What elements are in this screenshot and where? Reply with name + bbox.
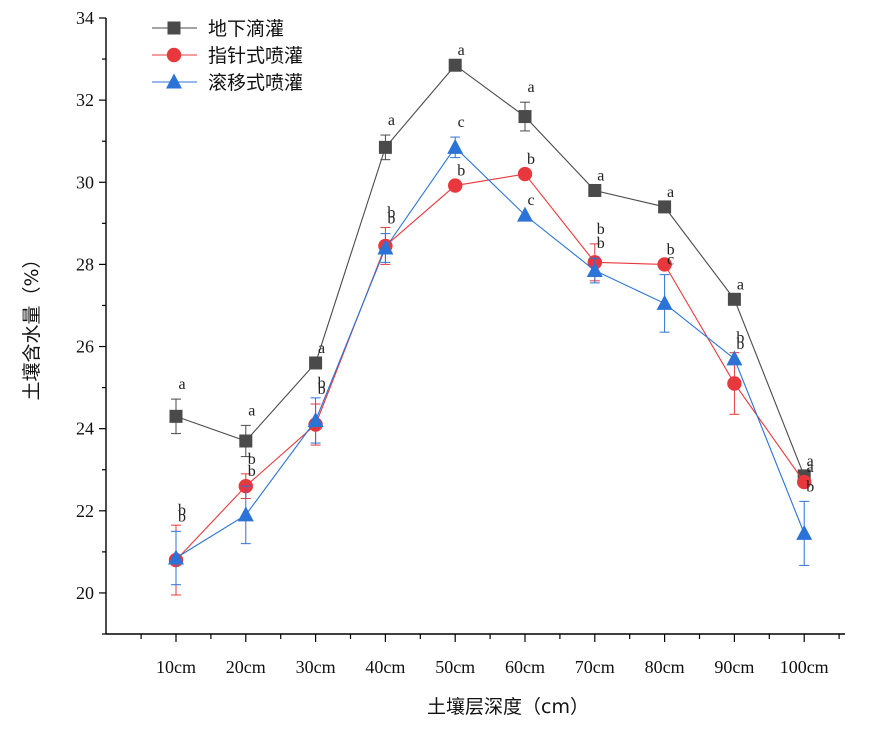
significance-label: b [248, 463, 256, 480]
significance-label: b [597, 221, 605, 238]
significance-label: b [318, 381, 326, 398]
y-tick-label: 26 [76, 337, 94, 357]
significance-label: a [458, 42, 465, 59]
legend-marker [166, 47, 182, 63]
series-2 [168, 166, 812, 596]
data-point [239, 434, 253, 448]
significance-label: b [248, 451, 256, 468]
series-line [175, 64, 805, 477]
significance-label: a [807, 453, 814, 470]
ticks: 20 22 24 26 28 30 32 34 10cm 20cm 30cm 40cm 50cm 60cm… [76, 8, 840, 677]
significance-label: a [318, 340, 325, 357]
data-point [307, 411, 324, 427]
significance-label: c [458, 114, 465, 131]
x-tick-label: 50cm [435, 657, 475, 677]
y-tick-label: 20 [76, 583, 94, 603]
data-point [378, 140, 392, 154]
data-point [447, 138, 464, 154]
legend-marker [167, 21, 181, 35]
legend-label: 指针式喷灌 [208, 45, 303, 67]
y-tick-label: 22 [76, 501, 94, 521]
y-tick-label: 32 [76, 90, 94, 110]
series-line [175, 146, 805, 559]
significance-label: c [667, 252, 674, 269]
significance-label: a [667, 184, 674, 201]
data-point [796, 524, 813, 540]
data-point [658, 200, 672, 214]
series-layer [168, 58, 813, 596]
significance-label: a [737, 276, 744, 293]
data-point [727, 376, 742, 391]
y-tick-label: 24 [76, 419, 94, 439]
significance-label: b [667, 241, 675, 258]
significance-label: b [457, 163, 465, 180]
x-tick-label: 10cm [156, 657, 196, 677]
legend-item-3: 滚移式喷灌 [152, 72, 303, 94]
significance-label: b [736, 336, 744, 353]
x-tick-label: 80cm [645, 657, 685, 677]
legend-label: 滚移式喷灌 [208, 72, 303, 94]
data-point [656, 294, 673, 310]
significance-label: a [388, 112, 395, 129]
significance-label: b [597, 235, 605, 252]
data-point [657, 257, 672, 272]
data-point [377, 239, 394, 255]
x-tick-label: 70cm [575, 657, 615, 677]
data-point [518, 110, 532, 124]
data-point [169, 409, 183, 423]
significance-label: b [178, 502, 186, 519]
x-tick-label: 100cm [780, 657, 829, 677]
axes [105, 18, 845, 635]
data-point [237, 506, 254, 522]
data-point [727, 292, 741, 306]
data-point [586, 262, 603, 278]
significance-label: a [597, 167, 604, 184]
significance-label: b [318, 375, 326, 392]
data-point [448, 178, 463, 193]
significance-label: a [248, 402, 255, 419]
significance-label: b [387, 211, 395, 228]
y-tick-label: 34 [76, 8, 94, 28]
data-point [517, 166, 533, 182]
significance-label: b [527, 151, 535, 168]
x-tick-label: 20cm [226, 657, 266, 677]
data-point [517, 206, 533, 222]
significance-label: b [806, 478, 814, 495]
significance-label: b [178, 508, 186, 525]
data-point [726, 350, 743, 366]
series-line [175, 173, 805, 561]
y-axis-title: 土壤含水量（%） [21, 249, 43, 400]
legend-marker [166, 73, 182, 89]
data-point [448, 58, 462, 72]
series-1 [169, 58, 811, 483]
x-tick-label: 90cm [714, 657, 754, 677]
data-point [588, 183, 602, 197]
data-point [168, 549, 184, 565]
legend-item-1: 地下滴灌 [152, 18, 284, 40]
significance-label: a [807, 459, 814, 476]
legend-item-2: 指针式喷灌 [152, 45, 303, 67]
data-point [309, 356, 323, 370]
x-tick-label: 40cm [365, 657, 405, 677]
x-axis-title: 土壤层深度（cm） [427, 696, 589, 718]
series-3 [168, 136, 813, 586]
significance-label: a [527, 79, 534, 96]
significance-label: b [387, 204, 395, 221]
x-tick-label: 30cm [296, 657, 336, 677]
significance-label: c [527, 192, 534, 209]
y-tick-label: 30 [76, 172, 94, 192]
significance-label: b [736, 330, 744, 347]
y-tick-label: 28 [76, 254, 94, 274]
data-point [797, 474, 812, 490]
legend-label: 地下滴灌 [208, 18, 284, 40]
x-tick-label: 60cm [505, 657, 545, 677]
significance-label: a [178, 376, 185, 393]
